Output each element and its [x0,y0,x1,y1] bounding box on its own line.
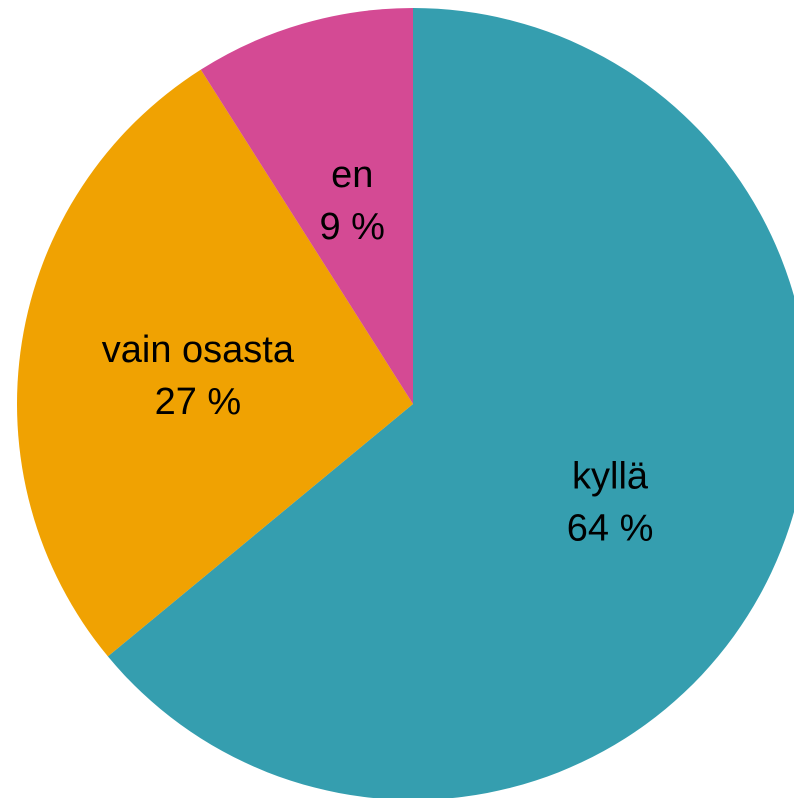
pie-slices [16,8,794,798]
slice-value-label: 9 % [319,206,384,248]
pie-slice-vain-osasta [16,69,413,657]
slice-value-label: 27 % [155,381,242,423]
pie-slice-kylla [107,8,794,798]
pie-labels: kyllä 64 % vain osasta 27 % en 9 % [102,154,654,550]
slice-label-en: en 9 % [319,154,384,248]
slice-category-label: kyllä [572,456,649,498]
pie-slice-en [200,8,413,404]
slice-label-vain-osasta: vain osasta 27 % [102,329,295,423]
slice-label-kylla: kyllä 64 % [567,456,654,550]
slice-category-label: en [331,154,373,196]
slice-category-label: vain osasta [102,329,295,371]
slice-value-label: 64 % [567,508,654,550]
